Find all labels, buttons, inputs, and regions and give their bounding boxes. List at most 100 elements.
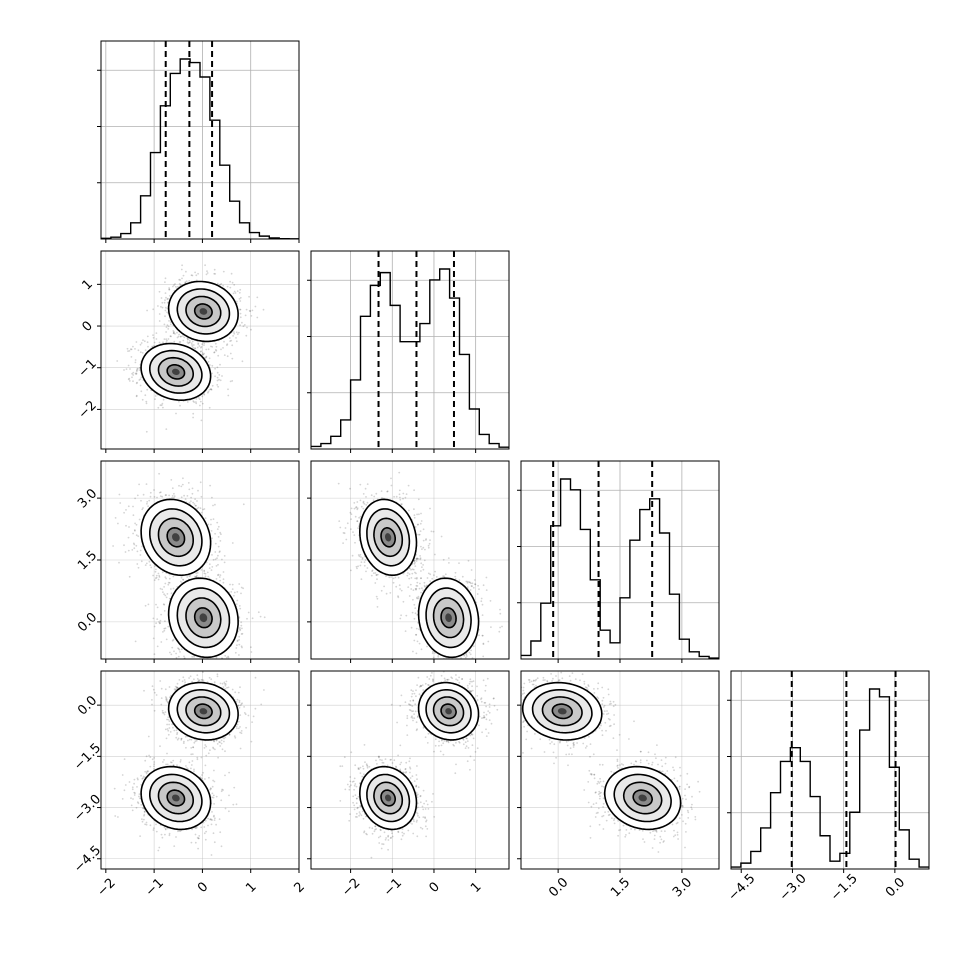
scatter-point bbox=[225, 656, 228, 659]
scatter-point bbox=[154, 398, 156, 400]
scatter-point bbox=[241, 321, 243, 324]
scatter-point bbox=[216, 384, 219, 386]
scatter-point bbox=[399, 498, 402, 501]
scatter-point bbox=[251, 309, 254, 312]
scatter-point bbox=[152, 334, 154, 336]
scatter-point bbox=[231, 357, 234, 360]
scatter-point bbox=[385, 592, 388, 595]
scatter-point bbox=[203, 344, 205, 346]
scatter-point bbox=[180, 335, 182, 338]
panel-1-1 bbox=[307, 250, 510, 453]
scatter-point bbox=[202, 353, 205, 356]
scatter-point bbox=[214, 273, 217, 275]
scatter-point bbox=[132, 505, 134, 508]
scatter-point bbox=[146, 335, 149, 338]
scatter-point bbox=[147, 345, 149, 348]
scatter-point bbox=[161, 495, 164, 498]
scatter-point bbox=[203, 393, 206, 396]
scatter-point bbox=[360, 578, 363, 581]
scatter-point bbox=[163, 338, 166, 340]
scatter-point bbox=[213, 666, 215, 668]
scatter-point bbox=[415, 560, 418, 562]
scatter-point bbox=[226, 285, 229, 288]
scatter-point bbox=[181, 264, 184, 267]
panel-content bbox=[101, 461, 299, 681]
scatter-point bbox=[168, 287, 171, 289]
scatter-point bbox=[156, 618, 159, 620]
scatter-point bbox=[214, 532, 217, 535]
scatter-point bbox=[246, 617, 248, 620]
scatter-point bbox=[216, 371, 219, 374]
scatter-point bbox=[140, 499, 142, 502]
scatter-point bbox=[413, 559, 416, 562]
scatter-point bbox=[363, 503, 366, 505]
scatter-point bbox=[241, 646, 243, 649]
panel-content bbox=[311, 251, 509, 449]
scatter-point bbox=[215, 578, 218, 580]
scatter-point bbox=[240, 621, 243, 624]
scatter-point bbox=[214, 679, 216, 681]
scatter-point bbox=[197, 272, 200, 275]
scatter-point bbox=[168, 577, 171, 580]
scatter-point bbox=[125, 368, 128, 370]
scatter-point bbox=[200, 569, 203, 571]
scatter-point bbox=[131, 549, 134, 551]
scatter-point bbox=[191, 340, 194, 343]
scatter-point bbox=[207, 360, 210, 363]
scatter-point bbox=[165, 428, 168, 430]
scatter-point bbox=[231, 588, 234, 590]
scatter-point bbox=[257, 611, 260, 614]
scatter-point bbox=[158, 491, 161, 494]
scatter-point bbox=[198, 345, 201, 347]
scatter-point bbox=[177, 335, 180, 338]
scatter-point bbox=[243, 324, 246, 326]
scatter-point bbox=[364, 487, 367, 490]
scatter-point bbox=[358, 555, 361, 558]
scatter-point bbox=[145, 430, 148, 433]
scatter-point bbox=[191, 492, 194, 495]
scatter-point bbox=[374, 582, 377, 584]
scatter-point bbox=[132, 532, 135, 535]
scatter-point bbox=[208, 388, 211, 391]
scatter-point bbox=[207, 348, 210, 351]
scatter-point bbox=[159, 404, 162, 407]
scatter-point bbox=[178, 333, 181, 336]
contour-line bbox=[149, 349, 203, 394]
scatter-point bbox=[131, 376, 133, 379]
scatter-point bbox=[230, 339, 233, 342]
scatter-point bbox=[215, 656, 218, 659]
scatter-point bbox=[135, 341, 138, 343]
scatter-point bbox=[149, 491, 152, 494]
scatter-point bbox=[360, 505, 363, 508]
scatter-point bbox=[218, 659, 220, 661]
scatter-point bbox=[158, 320, 161, 322]
scatter-point bbox=[211, 364, 214, 367]
scatter-point bbox=[214, 348, 217, 351]
scatter-point bbox=[195, 274, 198, 277]
scatter-point bbox=[165, 494, 168, 496]
scatter-point bbox=[210, 523, 212, 526]
scatter-point bbox=[190, 500, 192, 503]
scatter-point bbox=[219, 379, 222, 382]
scatter-point bbox=[210, 530, 213, 532]
scatter-point bbox=[239, 607, 242, 610]
scatter-point bbox=[155, 568, 157, 571]
scatter-point bbox=[195, 402, 198, 405]
scatter-point bbox=[218, 374, 221, 376]
scatter-point bbox=[162, 631, 164, 633]
scatter-point bbox=[165, 326, 168, 328]
scatter-point bbox=[215, 667, 217, 669]
scatter-point bbox=[359, 483, 362, 486]
scatter-point bbox=[153, 625, 156, 628]
scatter-point bbox=[231, 281, 234, 284]
scatter-point bbox=[114, 517, 117, 519]
scatter-point bbox=[223, 561, 226, 564]
scatter-point bbox=[159, 619, 162, 622]
scatter-point bbox=[250, 315, 253, 317]
scatter-point bbox=[197, 506, 200, 509]
scatter-point bbox=[209, 388, 212, 391]
scatter-point bbox=[140, 342, 143, 344]
scatter-point bbox=[139, 554, 142, 556]
scatter-point bbox=[178, 648, 181, 651]
scatter-point bbox=[212, 504, 214, 507]
